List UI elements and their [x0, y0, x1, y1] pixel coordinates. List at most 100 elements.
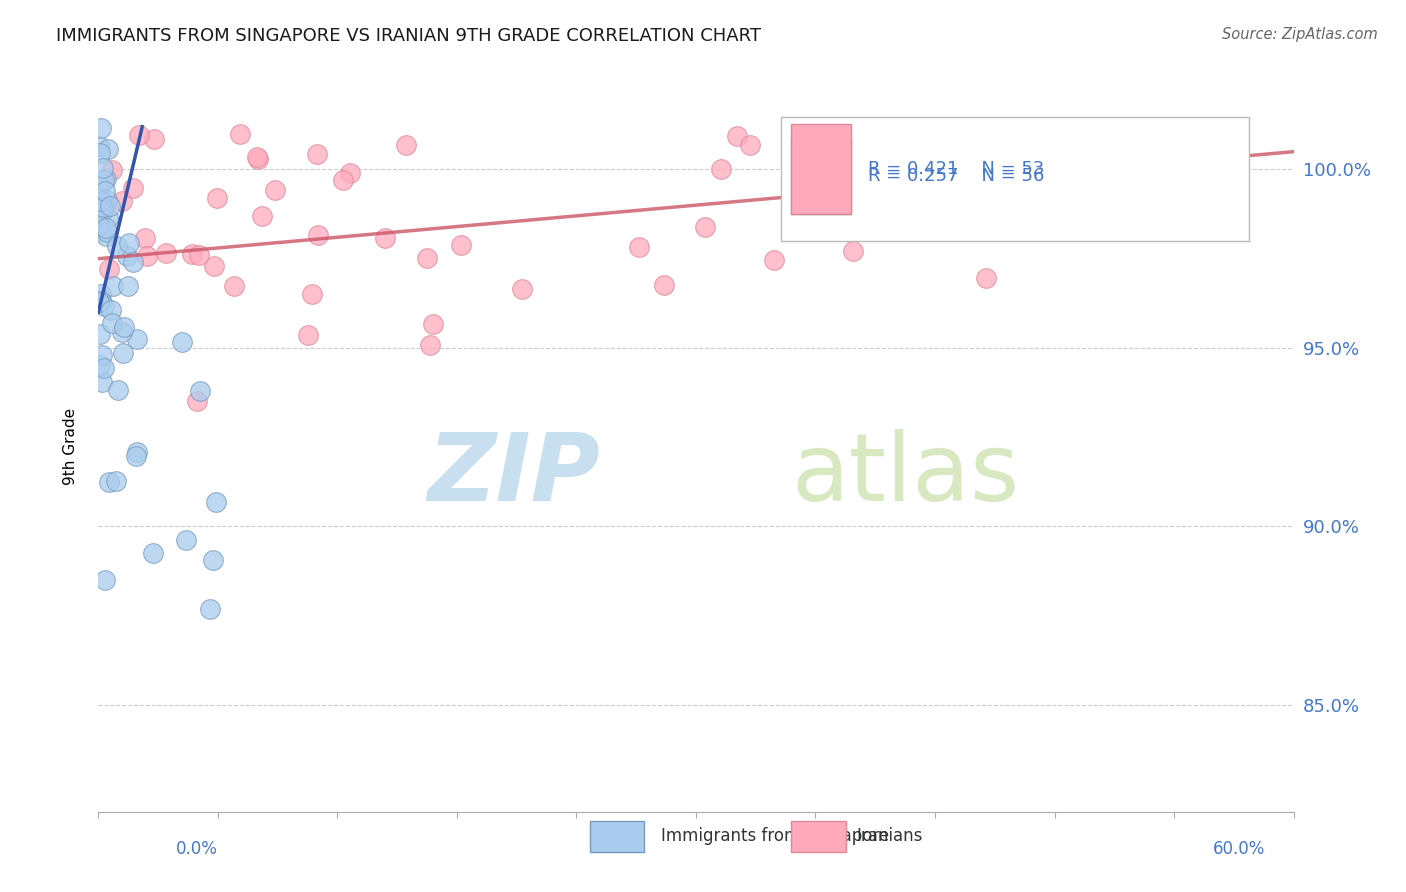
Point: [97, 211, 120, 226]
Point: [188, 384, 211, 398]
Point: [87, 218, 110, 232]
Point: [1063, 146, 1085, 161]
Point: [224, 279, 246, 293]
Point: [91, 161, 114, 175]
Point: [93, 202, 115, 216]
Point: [142, 132, 165, 146]
Point: [93, 299, 115, 313]
Point: [1052, 123, 1074, 137]
Text: Source: ZipAtlas.com: Source: ZipAtlas.com: [1222, 27, 1378, 42]
Point: [142, 546, 165, 560]
Point: [105, 474, 128, 488]
Point: [202, 259, 225, 273]
Point: [297, 328, 319, 343]
Point: [1187, 125, 1209, 139]
Point: [127, 445, 149, 459]
Text: Immigrants from Singapore: Immigrants from Singapore: [661, 828, 889, 846]
Point: [374, 230, 396, 244]
Text: ZIP: ZIP: [427, 429, 600, 521]
Point: [762, 253, 785, 268]
Text: R = 0.257    N = 56: R = 0.257 N = 56: [868, 167, 1045, 185]
Point: [695, 219, 717, 234]
Point: [134, 231, 156, 245]
Point: [124, 449, 146, 463]
Point: [107, 383, 129, 397]
Point: [90, 121, 112, 136]
Point: [307, 228, 329, 243]
Point: [117, 279, 139, 293]
Point: [419, 338, 441, 352]
Point: [710, 162, 733, 177]
Point: [93, 360, 115, 375]
Point: [510, 281, 533, 295]
Point: [107, 239, 129, 253]
Point: [98, 475, 121, 490]
Point: [94, 228, 117, 243]
Point: [912, 149, 935, 163]
Point: [1092, 161, 1115, 176]
Text: 0.0%: 0.0%: [176, 840, 218, 858]
Point: [90, 375, 112, 389]
Point: [115, 249, 138, 263]
Point: [188, 248, 211, 262]
Point: [842, 244, 865, 258]
Point: [90, 293, 112, 308]
Point: [155, 246, 177, 260]
Point: [90, 287, 112, 301]
Point: [118, 235, 141, 250]
Point: [96, 193, 118, 207]
Point: [98, 262, 121, 277]
Point: [93, 196, 115, 211]
Point: [103, 278, 125, 293]
Point: [96, 220, 118, 235]
Point: [89, 139, 111, 153]
Point: [122, 181, 145, 195]
Point: [91, 348, 114, 362]
Point: [98, 199, 121, 213]
Point: [96, 225, 118, 239]
Point: [198, 601, 221, 615]
Point: [91, 200, 114, 214]
Point: [395, 137, 418, 152]
Text: IMMIGRANTS FROM SINGAPORE VS IRANIAN 9TH GRADE CORRELATION CHART: IMMIGRANTS FROM SINGAPORE VS IRANIAN 9TH…: [56, 27, 761, 45]
Point: [1017, 126, 1039, 140]
Point: [94, 573, 117, 587]
Point: [205, 191, 228, 205]
Point: [246, 153, 269, 167]
Text: 60.0%: 60.0%: [1213, 840, 1265, 858]
Point: [101, 316, 124, 330]
Point: [263, 183, 285, 197]
Point: [245, 150, 267, 164]
Point: [112, 320, 135, 334]
Point: [135, 249, 157, 263]
Point: [339, 166, 361, 180]
Point: [112, 346, 135, 360]
Point: [942, 186, 965, 201]
Point: [89, 326, 111, 341]
Point: [186, 394, 208, 409]
Point: [91, 224, 114, 238]
Point: [121, 254, 143, 268]
Point: [111, 194, 134, 208]
Point: [725, 129, 748, 144]
Point: [125, 332, 148, 346]
Point: [415, 251, 437, 265]
Point: [204, 494, 226, 508]
Point: [93, 184, 115, 198]
Point: [628, 240, 651, 254]
Point: [90, 194, 112, 209]
Point: [738, 137, 761, 152]
Point: [110, 325, 132, 339]
Point: [87, 295, 110, 310]
Point: [89, 145, 111, 160]
Point: [305, 147, 328, 161]
Point: [100, 303, 122, 318]
Point: [93, 173, 115, 187]
Point: [202, 553, 225, 567]
Point: [128, 128, 150, 142]
Text: R = 0.421    N = 53: R = 0.421 N = 53: [868, 160, 1045, 178]
Point: [301, 287, 323, 301]
Point: [89, 358, 111, 372]
Point: [101, 163, 124, 178]
Point: [252, 209, 274, 223]
